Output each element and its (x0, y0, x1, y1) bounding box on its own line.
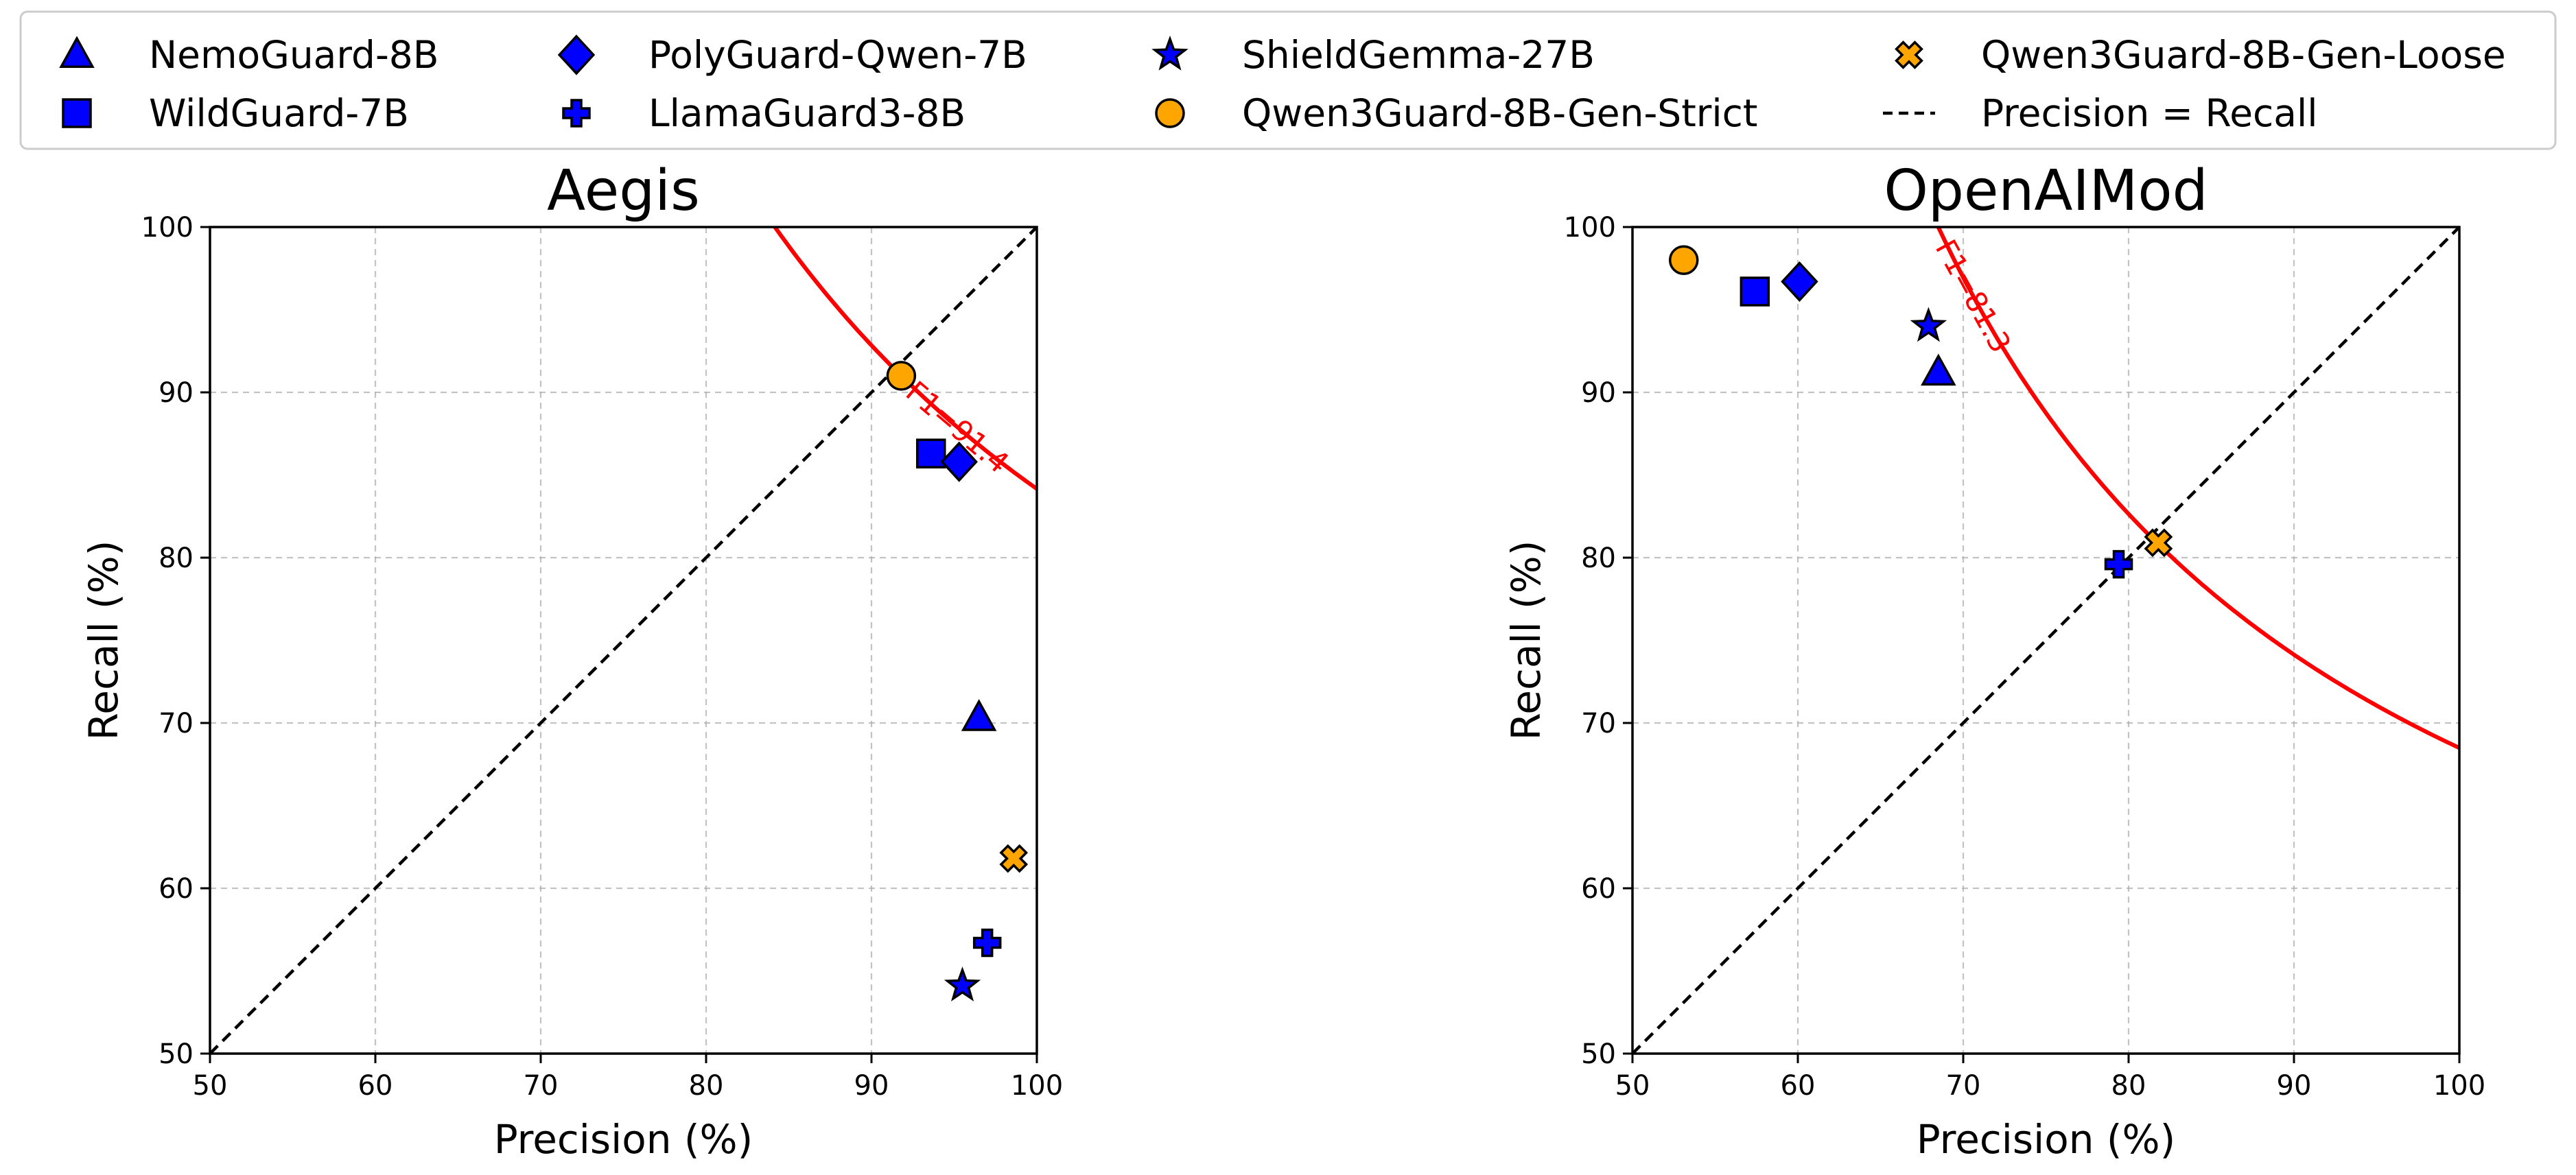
data-point-qwen3guard-8b-gen-loose (999, 844, 1029, 873)
plot-area-frame (209, 226, 1038, 1055)
x-tick-label: 60 (358, 1070, 393, 1102)
legend: NemoGuard-8B PolyGuard-Qwen-7B ShieldGemma… (19, 10, 2557, 150)
x-tick-label: 50 (1615, 1070, 1650, 1102)
y-tick-label: 70 (1581, 708, 1616, 739)
plus-marker-icon (562, 99, 591, 128)
legend-label: Qwen3Guard-8B-Gen-Loose (1981, 33, 2506, 77)
x-tick-label: 80 (689, 1070, 724, 1102)
precision-equals-recall-line (210, 227, 1037, 1054)
x-marker-icon (1895, 40, 1923, 69)
x-tick-label: 60 (1781, 1070, 1816, 1102)
legend-item-shieldgemma-27b: ShieldGemma-27B (1151, 33, 1595, 77)
y-tick-label: 100 (1564, 212, 1616, 244)
chart-title: Aegis (547, 158, 700, 224)
legend-label: Precision = Recall (1981, 91, 2318, 135)
x-tick-label: 70 (524, 1070, 559, 1102)
y-axis-label: Recall (%) (1503, 541, 1549, 741)
precision-equals-recall-line (1632, 227, 2459, 1054)
data-point-polyguard-qwen-7b (1781, 261, 1818, 302)
y-tick-label: 60 (159, 873, 194, 905)
x-tick-label: 90 (854, 1070, 889, 1102)
legend-item-precision-recall: Precision = Recall (1883, 91, 2318, 135)
legend-label: WildGuard-7B (149, 91, 409, 135)
f1-iso-curve (1936, 227, 2459, 750)
grid (209, 226, 1038, 1055)
legend-label: LlamaGuard3-8B (648, 91, 965, 135)
data-point-qwen3guard-8b-gen-strict (886, 361, 917, 391)
data-point-qwen3guard-8b-gen-strict (1668, 245, 1699, 275)
data-point-llamaguard3-8b (972, 928, 1002, 958)
grid (1631, 226, 2461, 1055)
x-tick-label: 90 (2277, 1070, 2312, 1102)
data-point-nemoguard-8b (961, 699, 997, 731)
data-point-wildguard-7b (1740, 276, 1770, 307)
data-point-wildguard-7b (916, 438, 946, 468)
chart-title: OpenAIMod (1884, 158, 2208, 224)
y-tick-label: 70 (159, 708, 194, 739)
data-point-nemoguard-8b (1921, 353, 1956, 386)
x-axis-label: Precision (%) (1917, 1116, 2176, 1163)
y-tick-label: 50 (1581, 1038, 1616, 1070)
legend-item-wildguard-7b: WildGuard-7B (62, 91, 409, 135)
x-tick-label: 70 (1946, 1070, 1981, 1102)
y-tick-label: 80 (159, 543, 194, 574)
circle-marker-icon (1155, 98, 1185, 128)
chart-panel-openaimod: F1=81.3 50 60 70 80 90 100 50 60 70 80 90 100 OpenAIM… (1503, 158, 2485, 1163)
legend-item-qwen3guard-8b-gen-loose: Qwen3Guard-8B-Gen-Loose (1895, 33, 2506, 77)
x-tick-label: 80 (2111, 1070, 2146, 1102)
x-axis-label: Precision (%) (494, 1116, 753, 1163)
data-point-qwen3guard-8b-gen-loose (2144, 528, 2173, 558)
y-tick-label: 90 (159, 377, 194, 409)
f1-curve-label: F1=81.3 (1929, 234, 2017, 358)
y-tick-label: 50 (159, 1038, 194, 1070)
legend-item-llamaguard3-8b: LlamaGuard3-8B (562, 91, 965, 135)
data-points (1668, 245, 2173, 579)
legend-item-polyguard-qwen-7b: PolyGuard-Qwen-7B (557, 33, 1027, 77)
data-points (886, 361, 1029, 1001)
y-tick-label: 80 (1581, 543, 1616, 574)
y-tick-label: 90 (1581, 377, 1616, 409)
x-tick-label: 50 (193, 1070, 228, 1102)
data-point-polyguard-qwen-7b (940, 441, 978, 482)
chart-panel-aegis: F1=91.450 60 70 80 90 1005060708090100AegisPr… (80, 158, 1063, 1163)
legend-label: PolyGuard-Qwen-7B (648, 33, 1027, 77)
triangle-marker-icon (59, 36, 95, 69)
legend-item-nemoguard-8b: NemoGuard-8B (59, 33, 439, 77)
square-marker-icon (62, 98, 92, 128)
star-marker-icon (1151, 35, 1189, 71)
legend-label: ShieldGemma-27B (1242, 33, 1595, 77)
y-tick-label: 60 (1581, 873, 1616, 905)
data-point-shieldgemma-27b (944, 966, 981, 1001)
data-point-shieldgemma-27b (1910, 307, 1947, 342)
y-axis-label: Recall (%) (80, 541, 127, 741)
legend-label: Qwen3Guard-8B-Gen-Strict (1242, 91, 1757, 135)
y-tick-label: 100 (141, 212, 194, 244)
legend-item-qwen3guard-8b-gen-strict: Qwen3Guard-8B-Gen-Strict (1155, 91, 1757, 135)
data-point-llamaguard3-8b (2104, 549, 2133, 579)
x-tick-label: 100 (1011, 1070, 1063, 1102)
x-tick-label: 100 (2433, 1070, 2485, 1102)
plot-area-frame (1631, 226, 2461, 1055)
diamond-marker-icon (557, 34, 596, 75)
legend-label: NemoGuard-8B (149, 33, 439, 77)
